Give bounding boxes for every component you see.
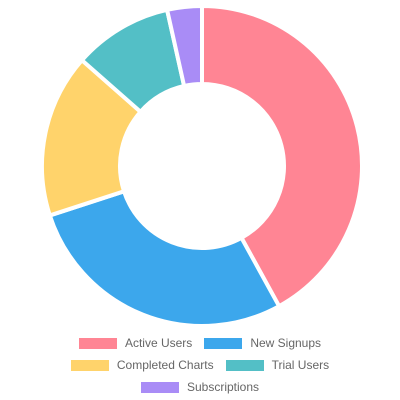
- legend-item-completed-charts[interactable]: Completed Charts: [70, 358, 214, 372]
- legend-swatch: [225, 359, 264, 371]
- legend-swatch: [140, 381, 179, 393]
- legend-swatch: [70, 359, 109, 371]
- legend-swatch: [204, 337, 243, 349]
- legend-swatch: [78, 337, 117, 349]
- slice-active-users[interactable]: [200, 3, 364, 309]
- legend-item-trial-users[interactable]: Trial Users: [225, 358, 330, 372]
- slice-subscriptions[interactable]: [164, 3, 204, 89]
- slice-new-signups[interactable]: [47, 188, 282, 328]
- legend-row: Active Users New Signups: [0, 335, 400, 351]
- legend-row: Subscriptions: [0, 379, 400, 395]
- legend-item-subscriptions[interactable]: Subscriptions: [140, 380, 260, 394]
- legend-label: Subscriptions: [186, 380, 260, 394]
- legend-label: New Signups: [250, 336, 322, 350]
- legend-item-active-users[interactable]: Active Users: [78, 336, 193, 350]
- legend-row: Completed Charts Trial Users: [0, 357, 400, 373]
- legend-label: Trial Users: [271, 358, 330, 372]
- legend-label: Completed Charts: [116, 358, 214, 372]
- legend-label: Active Users: [124, 336, 193, 350]
- legend-item-new-signups[interactable]: New Signups: [204, 336, 321, 350]
